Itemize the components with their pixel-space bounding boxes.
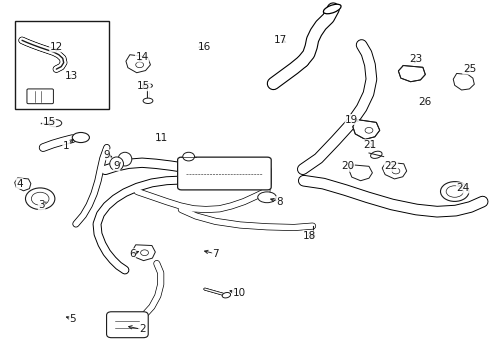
Text: 16: 16 — [198, 42, 212, 52]
Text: 8: 8 — [276, 197, 283, 207]
Text: 10: 10 — [233, 288, 245, 298]
Circle shape — [365, 127, 373, 133]
Text: 9: 9 — [103, 150, 110, 160]
Ellipse shape — [143, 98, 153, 104]
Ellipse shape — [323, 4, 341, 14]
Text: 2: 2 — [139, 324, 146, 334]
Ellipse shape — [144, 84, 152, 88]
Polygon shape — [126, 55, 150, 73]
Text: 7: 7 — [212, 249, 219, 259]
Polygon shape — [132, 245, 155, 261]
Circle shape — [189, 45, 203, 55]
Circle shape — [67, 312, 78, 320]
Polygon shape — [398, 66, 425, 82]
Text: 19: 19 — [345, 114, 359, 125]
Text: 22: 22 — [384, 161, 398, 171]
Text: 6: 6 — [129, 249, 136, 259]
Text: 21: 21 — [363, 140, 377, 150]
Bar — [15, 21, 109, 109]
Circle shape — [25, 188, 55, 210]
Ellipse shape — [48, 120, 62, 127]
FancyBboxPatch shape — [107, 312, 148, 338]
Text: 1: 1 — [63, 141, 70, 151]
Text: 20: 20 — [342, 161, 354, 171]
Text: 5: 5 — [69, 314, 76, 324]
Polygon shape — [349, 165, 372, 181]
Text: 11: 11 — [155, 132, 169, 143]
Text: 3: 3 — [38, 200, 45, 210]
Text: 25: 25 — [463, 64, 476, 74]
Text: 4: 4 — [16, 179, 23, 189]
Text: 15: 15 — [42, 117, 56, 127]
Text: 15: 15 — [137, 81, 150, 91]
Ellipse shape — [222, 292, 231, 298]
Polygon shape — [453, 73, 474, 90]
Text: 17: 17 — [273, 35, 287, 45]
Circle shape — [141, 250, 148, 256]
FancyBboxPatch shape — [27, 89, 53, 104]
Ellipse shape — [118, 152, 132, 166]
Ellipse shape — [110, 157, 123, 171]
Ellipse shape — [446, 186, 464, 197]
Polygon shape — [353, 120, 380, 139]
Ellipse shape — [73, 132, 89, 143]
Circle shape — [192, 247, 208, 258]
Text: 23: 23 — [409, 54, 422, 64]
Circle shape — [187, 243, 213, 262]
Circle shape — [418, 105, 434, 117]
Circle shape — [413, 101, 440, 121]
Text: 12: 12 — [49, 42, 63, 52]
Text: 18: 18 — [303, 231, 317, 241]
Bar — [15, 21, 109, 109]
Ellipse shape — [441, 181, 469, 202]
Text: 26: 26 — [418, 96, 432, 107]
Circle shape — [185, 42, 207, 58]
Ellipse shape — [258, 192, 276, 203]
Circle shape — [31, 192, 49, 205]
Circle shape — [183, 152, 195, 161]
FancyBboxPatch shape — [177, 157, 271, 190]
Text: 9: 9 — [113, 161, 120, 171]
Text: 24: 24 — [456, 183, 470, 193]
Circle shape — [311, 234, 315, 237]
Circle shape — [392, 168, 400, 174]
Polygon shape — [382, 162, 407, 179]
Circle shape — [63, 309, 82, 323]
Text: 14: 14 — [135, 52, 149, 62]
Ellipse shape — [370, 151, 382, 158]
Text: 13: 13 — [64, 71, 78, 81]
Circle shape — [136, 62, 144, 68]
Polygon shape — [15, 178, 31, 191]
